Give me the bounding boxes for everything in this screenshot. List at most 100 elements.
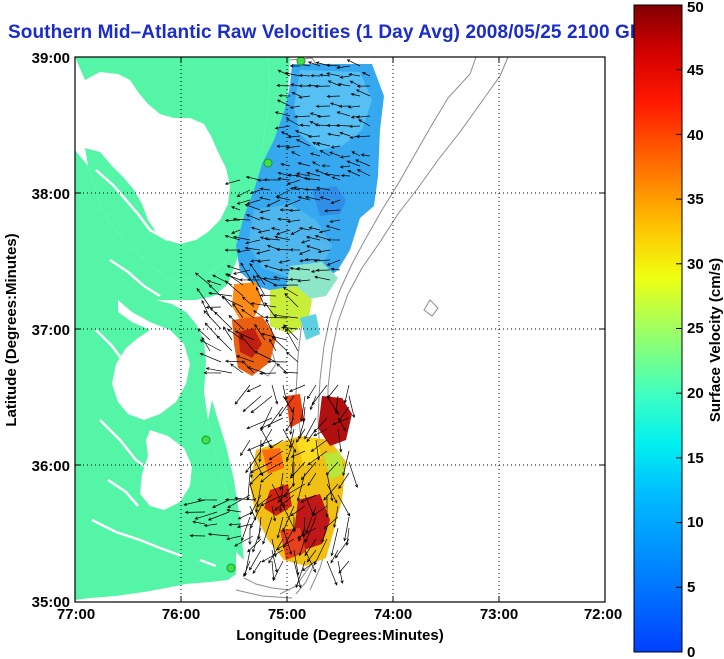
current-vector: [279, 472, 284, 491]
colorbar-tick-label: 50: [687, 0, 704, 16]
current-vector: [201, 299, 211, 319]
current-vector: [270, 227, 281, 231]
current-vector: [277, 217, 291, 221]
current-vector: [298, 226, 311, 231]
current-vector: [234, 384, 251, 405]
current-vector: [271, 483, 285, 508]
current-vector: [250, 259, 261, 263]
current-vector: [226, 265, 241, 271]
current-vector: [249, 549, 262, 571]
current-vector: [221, 296, 244, 308]
current-vector: [330, 145, 341, 149]
current-vector: [205, 305, 222, 310]
map-grid: [75, 57, 605, 602]
current-vector: [263, 264, 281, 271]
current-vector: [289, 187, 301, 191]
current-vector: [356, 115, 371, 119]
current-vector: [325, 225, 341, 231]
current-vector: [296, 172, 311, 177]
current-vector: [297, 527, 317, 539]
current-vector: [314, 275, 331, 281]
current-vector: [298, 95, 311, 99]
current-vector: [323, 209, 341, 213]
current-vector: [234, 330, 255, 341]
current-vector: [315, 268, 331, 272]
current-vector: [340, 174, 351, 178]
current-vector: [290, 83, 301, 87]
current-vector: [240, 439, 251, 457]
current-vector: [252, 527, 262, 553]
current-vector: [232, 269, 251, 275]
colorbar-tick-label: 35: [687, 191, 704, 208]
current-vector: [230, 206, 241, 211]
current-vector: [314, 234, 331, 241]
current-vector: [360, 153, 371, 157]
station-marker: [226, 563, 236, 573]
current-vector: [327, 132, 341, 137]
current-vector: [250, 226, 261, 231]
current-vector: [275, 195, 291, 201]
current-vector: [308, 226, 321, 231]
current-vectors: [183, 59, 371, 589]
current-vector: [304, 417, 317, 440]
current-vector: [293, 560, 302, 589]
y-tick-labels: 39:00 38:00 37:00 36:00 35:00: [32, 50, 70, 611]
current-vector: [224, 234, 241, 241]
current-vector: [332, 417, 350, 425]
colorbar: [633, 4, 683, 653]
current-vector: [249, 461, 253, 479]
current-vector: [245, 175, 261, 181]
current-vector: [319, 150, 331, 157]
current-vector: [326, 560, 338, 586]
station-marker: [263, 158, 273, 168]
current-vector: [259, 187, 271, 191]
current-vector: [232, 302, 244, 319]
current-vector: [295, 428, 306, 443]
current-vector: [294, 130, 311, 137]
current-vector: [259, 216, 271, 221]
current-vector: [299, 123, 311, 127]
current-vector: [212, 274, 233, 286]
current-vector: [309, 152, 321, 157]
current-vector: [261, 332, 288, 341]
colorbar-tick-label: 40: [687, 127, 704, 144]
current-vector: [316, 186, 331, 191]
current-vector: [263, 178, 281, 182]
current-vector: [257, 229, 271, 234]
current-vector: [275, 247, 291, 252]
current-vector: [307, 134, 321, 139]
current-vector: [348, 395, 356, 419]
current-vector: [282, 505, 295, 533]
current-vector: [244, 203, 261, 211]
current-vector: [345, 527, 350, 547]
current-vector: [297, 196, 311, 201]
current-vector: [313, 428, 328, 437]
current-vector: [234, 535, 254, 547]
current-vector: [194, 272, 211, 286]
current-vector: [280, 162, 291, 167]
current-vector: [264, 315, 288, 319]
current-vector: [278, 395, 295, 417]
current-vector: [259, 417, 284, 430]
current-vector: [285, 328, 299, 352]
current-vector: [237, 511, 254, 520]
current-vector: [313, 258, 331, 263]
current-vector: [282, 428, 297, 453]
current-vector: [333, 505, 339, 528]
current-vector: [192, 520, 206, 525]
current-vector: [228, 522, 242, 527]
current-vector: [304, 538, 317, 557]
current-vector: [268, 450, 284, 461]
colorbar-label: Surface Velocity (cm/s): [707, 258, 724, 422]
current-vector: [293, 115, 311, 119]
current-vector: [226, 508, 242, 513]
radar-stations: [201, 56, 306, 573]
current-vector: [224, 218, 241, 223]
current-vector: [339, 155, 351, 159]
current-vector: [298, 527, 306, 542]
current-vector: [316, 114, 331, 119]
current-vector: [346, 160, 361, 167]
current-vector: [236, 523, 254, 529]
current-vector: [288, 428, 295, 449]
current-vector: [291, 92, 301, 97]
